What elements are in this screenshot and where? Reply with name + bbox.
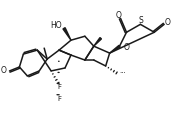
Text: O: O xyxy=(164,18,170,27)
Text: F: F xyxy=(57,84,61,90)
Text: O: O xyxy=(116,11,121,20)
Text: HO: HO xyxy=(50,21,62,30)
Polygon shape xyxy=(63,28,71,40)
Text: O: O xyxy=(124,43,129,52)
Polygon shape xyxy=(94,38,102,46)
Polygon shape xyxy=(110,45,120,53)
Text: F: F xyxy=(57,96,61,102)
Text: O: O xyxy=(1,66,7,75)
Text: S: S xyxy=(138,16,143,25)
Text: ···: ··· xyxy=(120,70,126,76)
